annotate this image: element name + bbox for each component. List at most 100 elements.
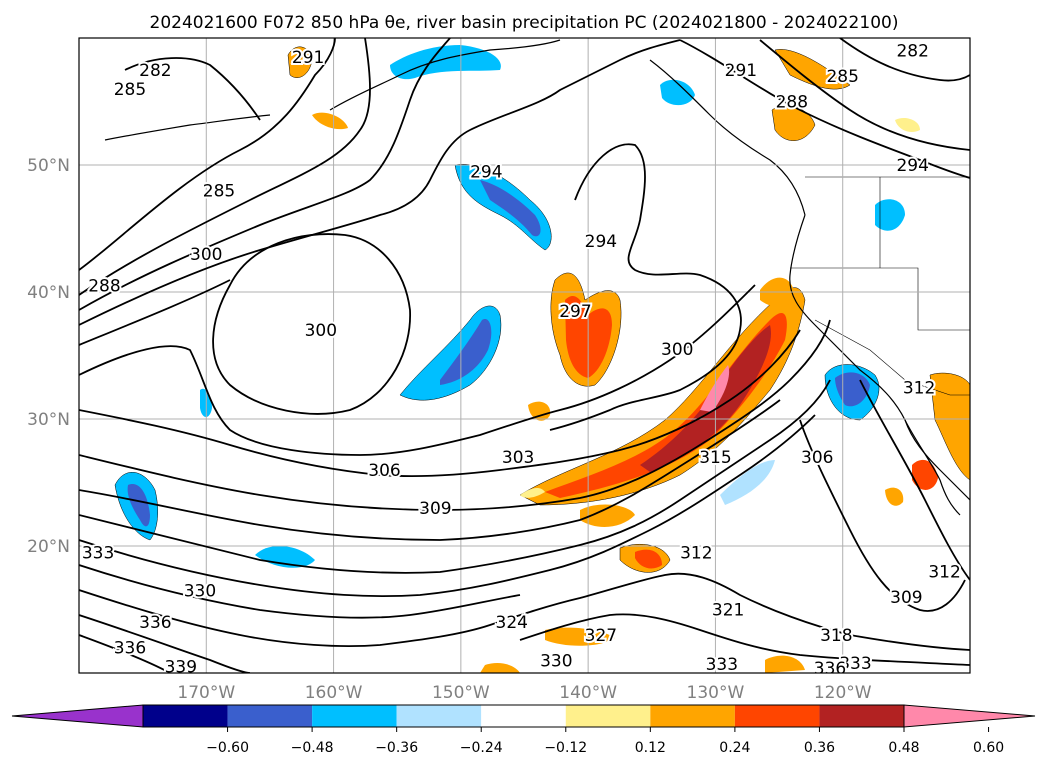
contour-label: 333 <box>82 543 114 563</box>
contour-300 <box>79 284 756 456</box>
colorbar-tick-label: 0.48 <box>888 740 919 756</box>
shade-darkblue-north-center <box>480 180 541 237</box>
shade-lightblue-gulf <box>720 460 775 505</box>
contour-324 <box>79 614 251 673</box>
contour-309-east <box>799 419 966 612</box>
colorbar-segment <box>396 705 482 727</box>
lon-tick-label: 170°W <box>177 683 235 703</box>
shade-orange-small5 <box>545 627 615 646</box>
coastline-usa-west <box>789 214 970 501</box>
contour-label: 282 <box>896 42 928 62</box>
contour-label: 315 <box>699 448 731 468</box>
lat-tick-label: 20°N <box>27 537 70 557</box>
contour-label: 291 <box>292 48 324 68</box>
contour-label: 285 <box>203 181 235 201</box>
colorbar-frame <box>142 704 905 728</box>
map-title: 2024021600 F072 850 hPa θe, river basin … <box>150 13 899 33</box>
plot-frame <box>78 37 971 674</box>
shade-blue-north-coast <box>875 199 905 231</box>
colorbar-segment <box>312 705 397 727</box>
contour-306 <box>79 319 831 511</box>
contour-label: 285 <box>114 80 146 100</box>
shade-orange-small2 <box>528 401 551 421</box>
colorbar-segment <box>481 705 566 727</box>
colorbar-segment <box>819 705 904 727</box>
contour-label: 294 <box>896 156 928 176</box>
contour-291 <box>79 38 451 311</box>
contour-297 <box>79 279 231 346</box>
latitude-labels: 50°N 40°N 30°N 20°N <box>27 156 70 557</box>
contour-label: 300 <box>305 321 337 341</box>
shade-orange-small8 <box>885 487 904 506</box>
colorbar: −0.60 −0.48 −0.36 −0.24 −0.12 0.12 0.24 0.36 0.4… <box>11 704 1036 756</box>
shade-darkblue-mid <box>440 319 492 385</box>
shade-darkblue-west <box>127 484 150 527</box>
contour-label: 294 <box>585 232 617 252</box>
colorbar-tick-label: 0.24 <box>719 740 750 756</box>
contour-label: 336 <box>814 659 846 679</box>
contour-294 <box>79 39 681 326</box>
coastline-aleutians <box>104 114 271 141</box>
colorbar-tick-label: −0.12 <box>544 740 587 756</box>
shade-red-small3 <box>635 549 662 569</box>
contour-label: 291 <box>725 61 757 81</box>
shade-orange-bc2 <box>771 105 816 141</box>
colorbar-segment <box>650 705 735 727</box>
coastlines <box>104 39 970 516</box>
contour-label: 300 <box>190 245 222 265</box>
contour-330 <box>79 634 171 673</box>
contour-312 <box>79 379 831 574</box>
plot-area: 285 282 291 285 300 288 300 294 294 297 300 291 288 2… <box>78 37 971 679</box>
coastline-baja <box>904 419 961 516</box>
gridlines <box>79 38 970 673</box>
contour-label: 285 <box>826 67 858 87</box>
contour-label: 300 <box>661 340 693 360</box>
contour-288-ne <box>759 39 970 151</box>
contour-285-ne <box>839 38 970 82</box>
shade-blue-bc <box>660 79 695 106</box>
contour-label: 330 <box>540 651 572 671</box>
contour-label: 306 <box>801 448 833 468</box>
lat-tick-label: 50°N <box>27 156 70 176</box>
shade-orange-bc <box>774 49 851 90</box>
contour-label: 309 <box>890 588 922 608</box>
contour-303 <box>79 329 801 478</box>
colorbar-segment <box>227 705 313 727</box>
lat-tick-label: 30°N <box>27 410 70 430</box>
colorbar-segment <box>734 705 820 727</box>
colorbar-tick-label: −0.24 <box>460 740 503 756</box>
colorbar-extend-max <box>903 704 1036 728</box>
lon-tick-label: 160°W <box>305 683 363 703</box>
shade-darkred-river <box>640 325 771 472</box>
lon-tick-label: 120°W <box>814 683 872 703</box>
colorbar-tick-label: 0.60 <box>973 740 1004 756</box>
colorbar-segment <box>565 705 651 727</box>
contour-label: 321 <box>712 601 744 621</box>
shade-orange-small1 <box>312 112 348 130</box>
contour-318 <box>79 564 521 619</box>
contour-label: 288 <box>776 93 808 113</box>
shade-blue-alaska <box>390 45 501 80</box>
contour-label: 336 <box>114 639 146 659</box>
contour-label: 324 <box>496 613 528 633</box>
contour-291-ne <box>679 39 970 179</box>
contour-label: 312 <box>680 543 712 563</box>
contour-label-layer: 285 282 291 285 300 288 300 294 294 297 300 291 288 2… <box>80 40 963 679</box>
contour-315 <box>79 414 816 598</box>
contour-297-center <box>549 143 742 431</box>
shade-orange-alaska <box>287 46 313 78</box>
shade-orange-small4 <box>580 504 635 527</box>
contour-309 <box>79 399 781 541</box>
border-states-a <box>790 267 970 331</box>
plot-background <box>79 38 970 673</box>
contour-282 <box>124 57 261 121</box>
contour-label: 327 <box>585 626 617 646</box>
contour-label: 288 <box>88 277 120 297</box>
contour-label: 297 <box>559 302 591 322</box>
shade-yellow-river <box>520 488 545 498</box>
contour-288 <box>79 38 371 296</box>
theta-e-contours <box>79 38 970 673</box>
shade-yellow-coast <box>895 118 920 132</box>
contour-300-loop <box>212 233 411 415</box>
contour-label: 312 <box>928 562 960 582</box>
